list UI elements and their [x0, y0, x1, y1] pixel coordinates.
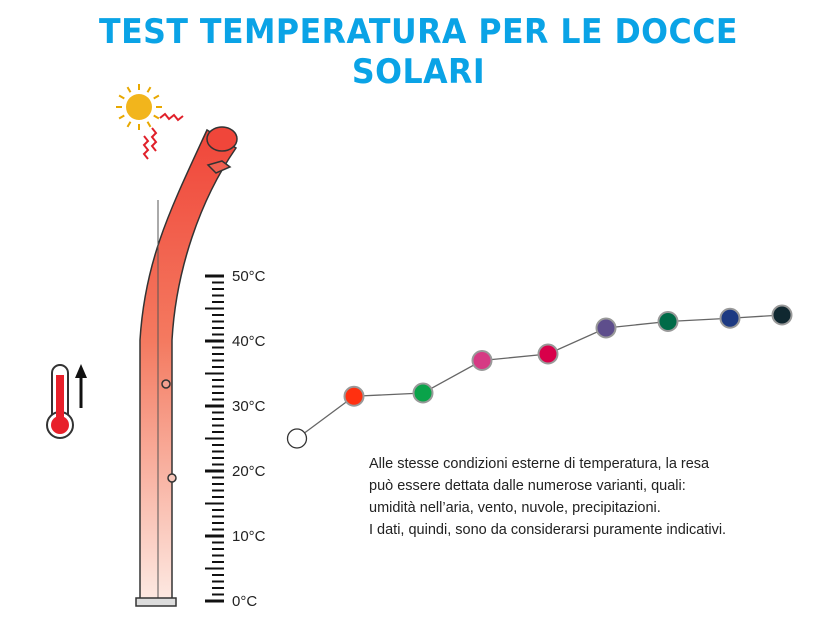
data-point	[412, 382, 434, 404]
sun-icon	[116, 84, 162, 130]
note-line: umidità nell’aria, vento, nuvole, precip…	[369, 500, 661, 516]
data-point	[537, 343, 559, 365]
data-point	[595, 317, 617, 339]
heat-waves-icon	[142, 112, 184, 160]
series-line	[296, 314, 783, 440]
y-tick-label: 30°C	[232, 398, 266, 415]
y-tick-label: 10°C	[232, 528, 266, 545]
data-point	[657, 311, 679, 332]
page-title: TEST TEMPERATURA PER LE DOCCE SOLARI	[99, 12, 738, 92]
y-tick-label: 50°C	[232, 268, 266, 285]
y-tick-label: 20°C	[232, 463, 266, 480]
temperature-scale: 0°C 10°C 20°C 30°C 40°C 50°C	[205, 268, 266, 610]
solar-shower-illustration	[135, 126, 238, 607]
thermometer-icon	[46, 364, 74, 439]
disclaimer-text: Alle stesse condizioni esterne di temper…	[369, 453, 726, 541]
data-point	[343, 385, 365, 407]
data-point	[771, 304, 793, 326]
data-point	[471, 350, 493, 371]
note-line: Alle stesse condizioni esterne di temper…	[369, 456, 710, 472]
y-tick-label: 40°C	[232, 333, 266, 350]
temperature-line	[286, 304, 793, 449]
data-point	[286, 428, 308, 449]
note-line: I dati, quindi, sono da considerarsi pur…	[369, 522, 727, 538]
data-point	[719, 307, 741, 329]
y-tick-label: 0°C	[232, 593, 257, 610]
arrow-up-icon	[75, 364, 87, 408]
note-line: può essere dettata dalle numerose varian…	[369, 478, 686, 494]
